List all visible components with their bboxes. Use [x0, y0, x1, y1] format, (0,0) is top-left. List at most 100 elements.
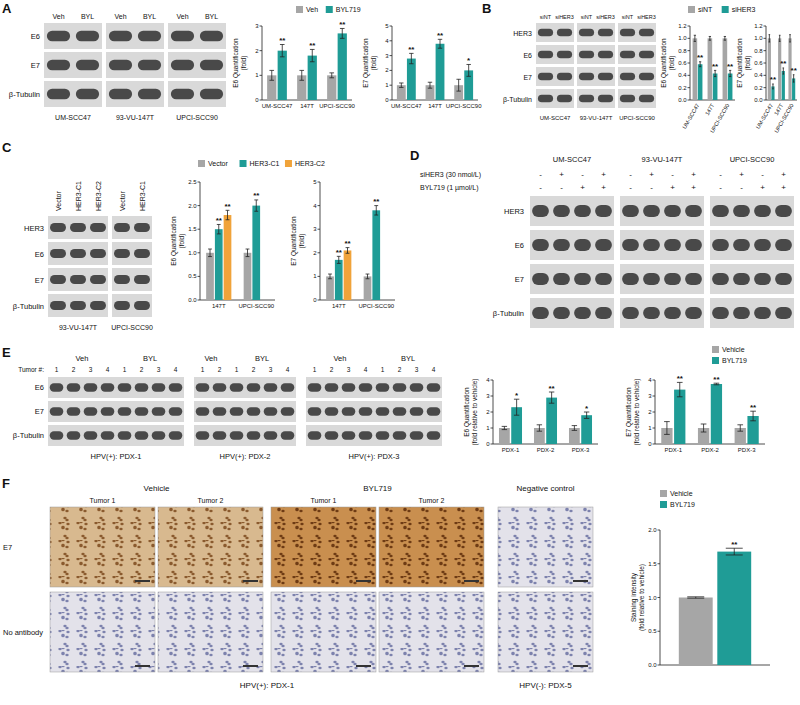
blot-band [101, 383, 115, 391]
blot-background [48, 425, 184, 446]
x-tick-label: UM-SCC47 [262, 103, 293, 109]
y-tick-label: 3 [486, 393, 490, 399]
x-tick-label: PDX-1 [502, 447, 520, 453]
x-tick-label: PDX-3 [572, 447, 590, 453]
blot-background [530, 264, 614, 294]
ihc-image [50, 507, 155, 587]
bar [326, 276, 334, 300]
error-bar [466, 64, 470, 76]
legend-swatch [712, 357, 719, 364]
error-bar [246, 249, 250, 257]
blot-band [308, 431, 322, 439]
tumor-label: Tumor 1 [311, 497, 337, 504]
error-bar [769, 35, 771, 42]
lane-label: 1 [381, 366, 385, 373]
lane-label: 1 [55, 366, 59, 373]
y-tick [318, 182, 321, 183]
y-tick-label: 0.2 [678, 85, 687, 91]
blot-background [306, 401, 442, 422]
blot-band [598, 51, 613, 59]
y-tick [260, 100, 263, 101]
blot-band [557, 29, 572, 37]
blot-band [114, 301, 130, 310]
lane-label: 1 [201, 366, 205, 373]
y-tick [390, 100, 393, 101]
blot-band [579, 73, 594, 81]
y-tick-label: 0.5 [648, 628, 657, 634]
y-tick-label: 4 [385, 38, 389, 44]
y-tick [688, 38, 691, 39]
scale-bar [135, 665, 150, 667]
error-bar [438, 39, 442, 48]
legend-label: Vector [208, 160, 229, 167]
blot-band [595, 273, 612, 285]
row-label: β-Tubulin [13, 302, 44, 311]
y-tick-label: 1 [255, 72, 259, 78]
y-tick [318, 252, 321, 253]
bar [224, 215, 232, 300]
lane-label: 2 [72, 366, 76, 373]
blot-band [595, 307, 612, 319]
column-header: Vehicle [144, 484, 170, 493]
blot-band [152, 407, 166, 415]
legend-swatch [660, 490, 667, 497]
blot-background [530, 298, 614, 328]
bar [778, 38, 781, 100]
lane-label: siNT [622, 14, 634, 20]
legend-swatch [712, 346, 719, 353]
significance: ** [727, 62, 734, 71]
panel-letter: B [482, 1, 491, 16]
y-tick [653, 444, 656, 445]
error-bar [537, 425, 542, 431]
blot-band [598, 29, 613, 37]
blot-band [620, 51, 635, 59]
cell-line-label: 93-VU-147T [59, 324, 98, 331]
y-tick-label: 2.0 [648, 527, 657, 533]
error-bar [694, 35, 696, 41]
y-tick [658, 631, 661, 632]
chart: 0.00.20.40.60.81.01.2E6 Quantification(f… [660, 6, 756, 134]
blot-band [308, 383, 322, 391]
bar [364, 276, 372, 300]
error-bar [737, 425, 743, 431]
blot-band [138, 89, 161, 99]
scale-bar [243, 580, 258, 582]
row-label: HER3 [513, 30, 532, 37]
legend-label: BYL719 [722, 357, 747, 364]
panel-letter: C [2, 140, 12, 155]
error-bar [729, 70, 731, 76]
error-bar [269, 70, 274, 80]
blot-band [196, 383, 210, 391]
scale-bar [573, 665, 588, 667]
x-tick-label: UM-SCC47 [755, 103, 774, 130]
ihc-image [271, 507, 376, 587]
y-tick-label: 5 [385, 23, 389, 29]
blot-background [194, 377, 296, 398]
blot-band [118, 407, 132, 415]
sign: - [539, 183, 542, 192]
blot-background [44, 23, 102, 49]
y-tick-label: 0.0 [188, 297, 197, 303]
arm-label: Veh [205, 354, 218, 363]
cell-line-label: UM-SCC47 [55, 114, 91, 121]
blot-band [376, 383, 390, 391]
blot-band [775, 273, 792, 285]
bar [711, 384, 722, 444]
x-tick-label: UM-SCC47 [681, 103, 700, 130]
lane-label: Vector [119, 190, 126, 211]
ihc-image [158, 507, 263, 587]
blot-band [135, 383, 149, 391]
blot-background [48, 401, 184, 422]
blot-band [639, 29, 654, 37]
cell-line-label: UM-SCC47 [553, 155, 591, 164]
blot-background [577, 23, 615, 42]
sign: - [740, 183, 743, 192]
lane-label: BYL [143, 13, 156, 20]
blot-band [281, 431, 295, 439]
legend-swatch [722, 6, 729, 13]
blot-band [134, 249, 150, 258]
y-tick-label: 0.6 [678, 60, 687, 66]
row-label: β-Tubulin [493, 309, 524, 318]
y-tick-label: 0.8 [678, 48, 687, 54]
bar [717, 552, 751, 665]
